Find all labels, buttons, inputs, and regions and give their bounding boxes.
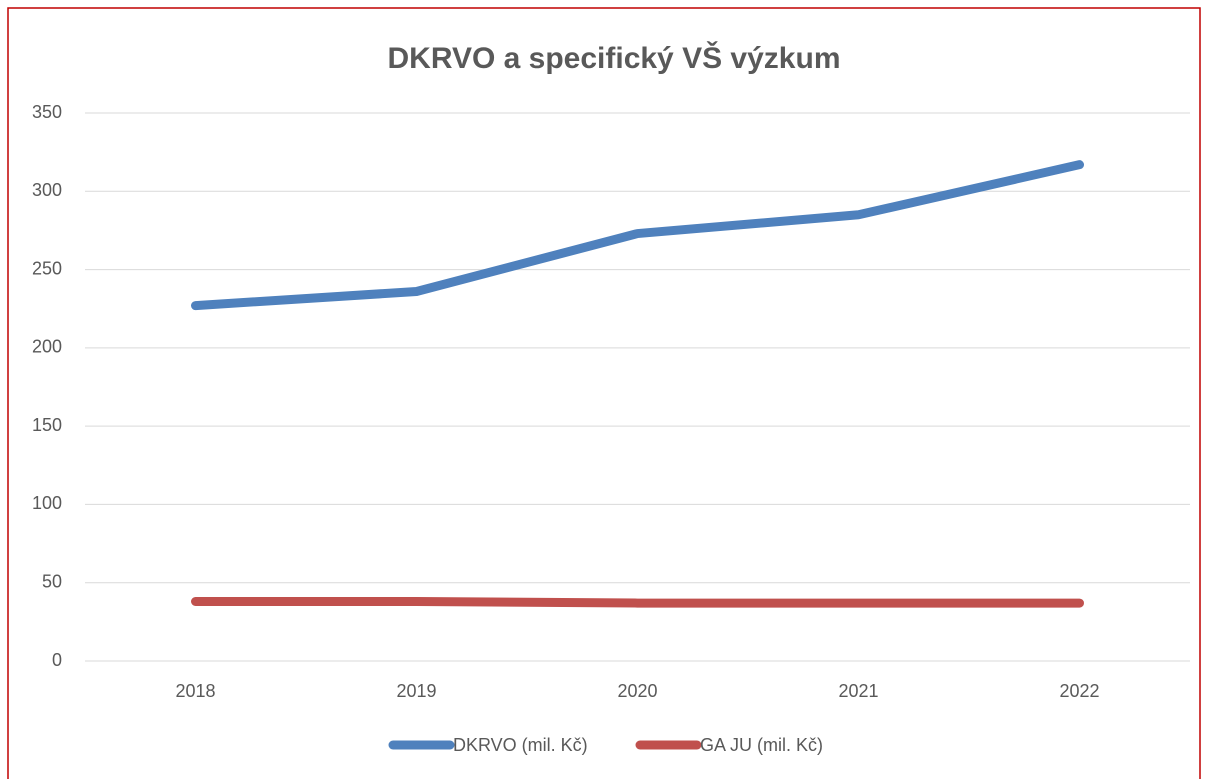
legend-label: DKRVO (mil. Kč) <box>453 735 588 755</box>
y-tick-label: 350 <box>32 102 62 122</box>
chart-frame <box>7 7 1201 784</box>
y-tick-label: 200 <box>32 337 62 357</box>
y-tick-label: 100 <box>32 493 62 513</box>
x-tick-label: 2020 <box>617 681 657 701</box>
legend-label: GA JU (mil. Kč) <box>700 735 823 755</box>
x-tick-label: 2022 <box>1059 681 1099 701</box>
y-tick-label: 50 <box>42 571 62 591</box>
x-tick-label: 2018 <box>175 681 215 701</box>
line-series <box>191 597 1084 608</box>
y-tick-label: 250 <box>32 258 62 278</box>
chart-title: DKRVO a specifický VŠ výzkum <box>388 41 841 75</box>
y-tick-label: 150 <box>32 415 62 435</box>
y-tick-label: 300 <box>32 180 62 200</box>
x-tick-label: 2019 <box>396 681 436 701</box>
y-tick-label: 0 <box>52 650 62 670</box>
x-tick-label: 2021 <box>838 681 878 701</box>
line-series <box>191 160 1084 311</box>
